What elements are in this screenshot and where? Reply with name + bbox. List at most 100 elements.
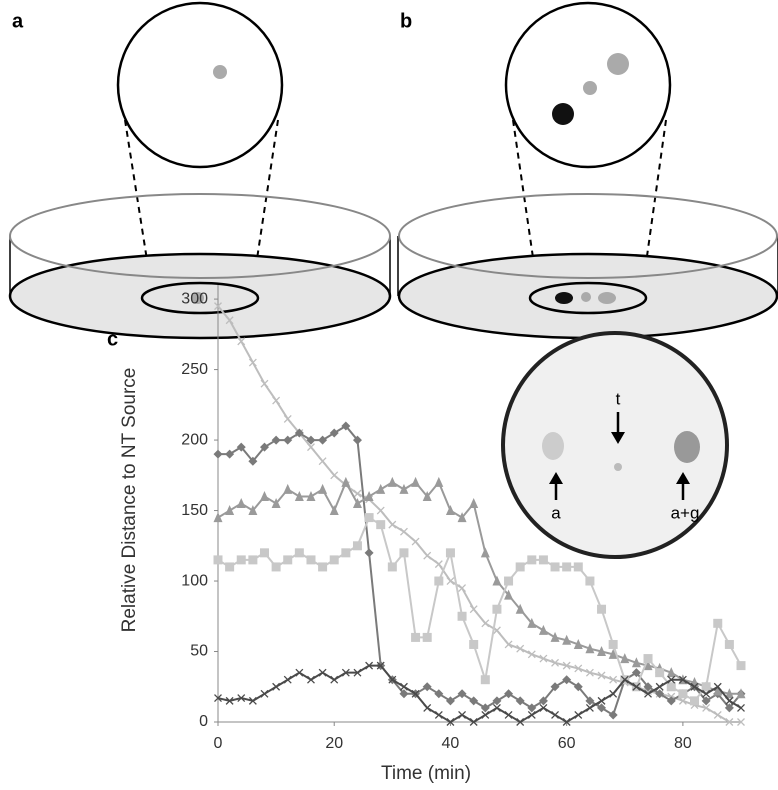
marker (237, 694, 246, 702)
marker (411, 537, 420, 546)
marker (620, 653, 630, 664)
marker (422, 632, 432, 642)
inset-label: t (616, 389, 621, 408)
marker (457, 611, 467, 621)
marker (259, 548, 269, 558)
marker (307, 443, 315, 452)
marker (318, 457, 327, 466)
marker (469, 696, 479, 706)
marker (562, 718, 571, 726)
marker (550, 682, 560, 692)
marker (225, 449, 235, 459)
marker (736, 688, 746, 699)
marker (504, 689, 514, 699)
marker (248, 358, 257, 367)
marker (294, 548, 304, 558)
marker (551, 710, 560, 719)
marker (643, 682, 653, 692)
y-tick-label: 250 (181, 361, 208, 378)
marker (411, 476, 421, 487)
marker (399, 527, 408, 536)
marker (236, 555, 246, 565)
y-tick-label: 100 (181, 572, 208, 589)
x-tick-label: 0 (214, 735, 223, 752)
marker (515, 603, 525, 614)
marker (364, 513, 374, 523)
marker (341, 476, 351, 487)
marker (539, 654, 548, 663)
marker (737, 703, 745, 712)
marker (701, 682, 711, 692)
marker (585, 576, 595, 586)
marker (469, 605, 478, 614)
marker (236, 498, 246, 508)
marker (504, 576, 514, 586)
marker (666, 682, 676, 692)
marker (516, 644, 525, 653)
marker (388, 520, 397, 529)
marker (667, 675, 676, 684)
marker (585, 703, 594, 712)
marker (724, 703, 734, 713)
marker (283, 555, 293, 565)
diagram-b (397, 1, 778, 340)
marker (492, 604, 502, 614)
marker (364, 548, 374, 558)
marker (713, 710, 722, 719)
marker (737, 718, 745, 726)
marker (329, 428, 339, 438)
marker (527, 617, 537, 628)
marker (690, 682, 699, 691)
marker (318, 668, 327, 677)
marker (492, 575, 502, 586)
marker (352, 435, 362, 445)
marker (225, 696, 234, 705)
panel-label: b (400, 10, 412, 32)
marker (702, 703, 711, 712)
panel-label: a (12, 10, 24, 32)
inset-label: a (551, 503, 561, 522)
marker (329, 505, 339, 516)
marker (481, 619, 490, 628)
marker (551, 658, 560, 667)
marker (469, 498, 479, 508)
marker (387, 562, 397, 572)
marker (678, 696, 687, 705)
marker (504, 710, 513, 719)
marker (632, 682, 641, 691)
marker (387, 476, 397, 487)
marker (434, 576, 444, 586)
marker (341, 421, 351, 431)
marker (597, 604, 607, 614)
marker (434, 476, 444, 487)
series-line (217, 305, 741, 723)
marker (399, 682, 408, 691)
marker (538, 624, 548, 635)
marker (399, 689, 409, 699)
marker (422, 490, 432, 501)
marker (562, 675, 572, 685)
marker (399, 483, 409, 494)
marker (306, 555, 316, 565)
marker (411, 632, 421, 642)
marker (597, 671, 606, 680)
marker (516, 718, 525, 726)
inset-photo (501, 331, 729, 559)
marker (318, 562, 328, 572)
marker (469, 718, 478, 726)
x-axis-title: Time (min) (381, 763, 471, 784)
marker (690, 696, 700, 706)
marker (457, 689, 467, 699)
marker (515, 562, 525, 572)
marker (423, 703, 432, 712)
marker (458, 584, 467, 593)
marker (341, 668, 350, 677)
marker (713, 618, 723, 628)
marker (237, 337, 246, 346)
marker (388, 675, 397, 684)
marker (644, 689, 652, 698)
marker (213, 512, 223, 523)
marker (655, 689, 665, 699)
marker (457, 512, 467, 523)
